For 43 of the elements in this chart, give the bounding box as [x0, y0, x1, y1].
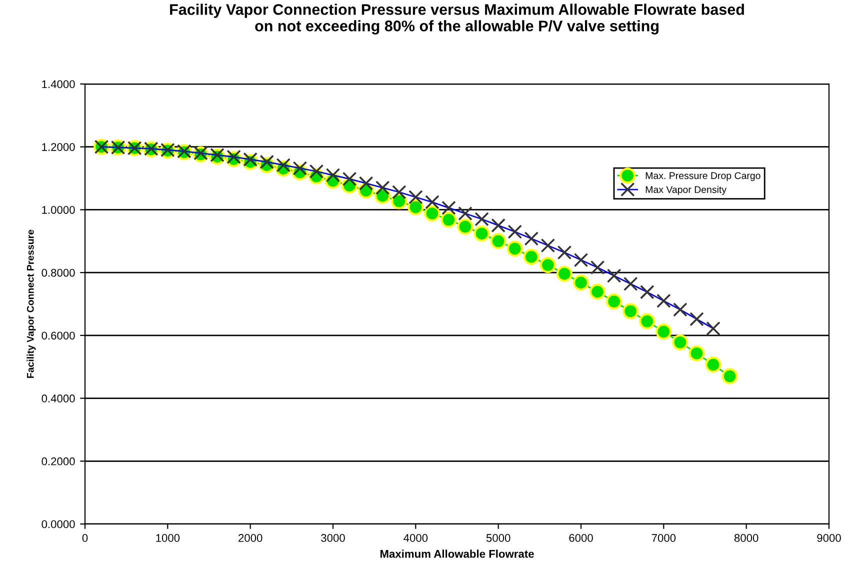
y-tick-label: 1.2000 — [42, 143, 75, 151]
x-tick-label: 5000 — [486, 534, 510, 542]
point — [590, 284, 606, 300]
point — [440, 212, 457, 228]
point — [457, 218, 474, 235]
legend-label: Max Vapor Density — [646, 186, 727, 195]
y-tick-label: 0.0000 — [42, 520, 75, 528]
y-tick-label: 0.6000 — [42, 332, 75, 340]
y-tick-label: 1.4000 — [42, 80, 75, 88]
point — [722, 368, 738, 384]
chart-title: Facility Vapor Connection Pressure versus Maximum Allowable Flowrate based on not exceeding 80% of the allowable P/V valve setting — [170, 4, 744, 34]
y-tick-label: 0.8000 — [42, 268, 75, 277]
point — [672, 334, 688, 350]
x-tick-label: 9000 — [817, 534, 841, 542]
point — [606, 293, 622, 310]
point — [506, 240, 523, 257]
x-tick-label: 1000 — [156, 534, 180, 542]
point — [705, 356, 722, 373]
x-tick-label: 6000 — [569, 534, 593, 542]
point — [573, 274, 589, 291]
point — [408, 199, 424, 216]
y-tick-label: 0.2000 — [42, 457, 75, 466]
legend-label: Max. Pressure Drop Cargo — [646, 172, 760, 182]
point — [523, 248, 540, 265]
point — [639, 313, 656, 330]
point — [474, 226, 490, 242]
point — [490, 233, 506, 250]
point — [424, 205, 440, 222]
x-tick-label: 8000 — [734, 534, 758, 542]
y-axis-title: Facility Vapor Connect Pressure — [26, 230, 36, 378]
y-tick-label: 0.4000 — [42, 394, 75, 402]
point — [540, 257, 556, 274]
y-tick-label: 1.0000 — [42, 206, 75, 214]
x-tick-label: 0 — [82, 534, 88, 542]
x-tick-label: 2000 — [238, 534, 262, 542]
point — [656, 324, 672, 340]
point — [556, 266, 572, 282]
x-tick-label: 3000 — [321, 534, 345, 542]
x-tick-label: 4000 — [404, 534, 428, 542]
point — [622, 303, 639, 320]
x-tick-label: 7000 — [652, 534, 676, 542]
x-axis-title: Maximum Allowable Flowrate — [380, 550, 534, 558]
point — [688, 345, 705, 362]
